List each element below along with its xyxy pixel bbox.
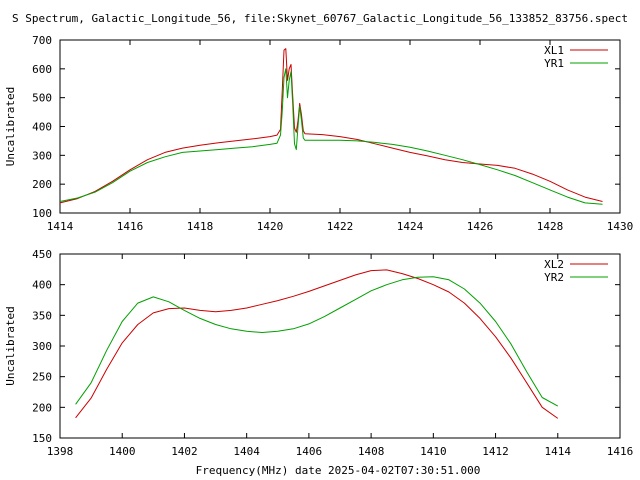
x-tick-label: 1398 [47,445,74,458]
x-tick-label: 1410 [420,445,447,458]
x-tick-label: 1422 [327,220,354,233]
series-line-xl1 [59,48,603,204]
y-tick-label: 250 [32,371,52,384]
x-tick-label: 1414 [545,445,572,458]
y-tick-label: 150 [32,432,52,445]
upper-spectrum-panel: 1414 1416 1418 1420 1422 1424 1426 1428 1430 100 2… [4,34,633,233]
series-line-yr1 [59,68,603,205]
plot-frame [59,39,621,214]
legend-label: YR2 [544,271,564,284]
x-tick-label: 1408 [358,445,385,458]
x-tick-label: 1404 [233,445,260,458]
x-tick-label: 1424 [397,220,424,233]
y-tick-label: 500 [32,92,52,105]
y-tick-label: 200 [32,178,52,191]
series-line-xl2 [75,269,559,419]
x-axis-label: Frequency(MHz) date 2025-04-02T07:30:51.… [196,464,481,477]
x-tick-label: 1416 [607,445,634,458]
series-line-yr2 [75,276,559,407]
y-tick-label: 400 [32,121,52,134]
x-tick-label: 1420 [257,220,284,233]
y-tick-label: 700 [32,34,52,47]
y-tick-label: 600 [32,63,52,76]
legend-label: XL2 [544,258,564,271]
y-tick-label: 200 [32,401,52,414]
x-tick-label: 1428 [537,220,564,233]
x-tick-label: 1406 [296,445,323,458]
y-axis-label: Uncalibrated [4,87,17,166]
figure-title: S Spectrum, Galactic_Longitude_56, file:… [12,12,628,25]
x-tick-label: 1430 [607,220,634,233]
legend-label: YR1 [544,57,564,70]
y-tick-label: 300 [32,149,52,162]
legend-label: XL1 [544,44,564,57]
lower-spectrum-panel: 1398 1400 1402 1404 1406 1408 1410 1412 1414 1416… [4,248,633,458]
y-tick-label: 300 [32,340,52,353]
x-tick-label: 1400 [109,445,136,458]
x-tick-label: 1426 [467,220,494,233]
y-tick-label: 450 [32,248,52,261]
x-tick-label: 1418 [187,220,214,233]
x-tick-label: 1416 [117,220,144,233]
plot-frame [59,253,621,439]
y-tick-label: 400 [32,279,52,292]
y-tick-label: 350 [32,309,52,322]
x-tick-label: 1402 [171,445,198,458]
x-tick-label: 1412 [482,445,509,458]
y-axis-label: Uncalibrated [4,306,17,385]
x-tick-label: 1414 [47,220,74,233]
y-tick-label: 100 [32,207,52,220]
